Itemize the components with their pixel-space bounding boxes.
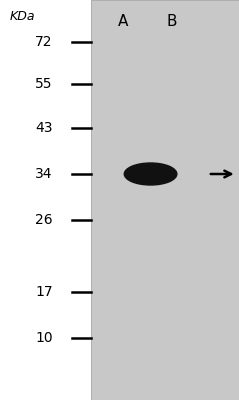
Text: KDa: KDa bbox=[10, 10, 35, 23]
Text: 10: 10 bbox=[35, 331, 53, 345]
Text: A: A bbox=[118, 14, 128, 29]
Text: 55: 55 bbox=[35, 77, 53, 91]
FancyBboxPatch shape bbox=[91, 0, 239, 400]
Text: 26: 26 bbox=[35, 213, 53, 227]
Text: B: B bbox=[167, 14, 177, 29]
Text: 34: 34 bbox=[35, 167, 53, 181]
Text: 17: 17 bbox=[35, 285, 53, 299]
Ellipse shape bbox=[124, 163, 177, 185]
Text: 43: 43 bbox=[35, 121, 53, 135]
Text: 72: 72 bbox=[35, 35, 53, 49]
